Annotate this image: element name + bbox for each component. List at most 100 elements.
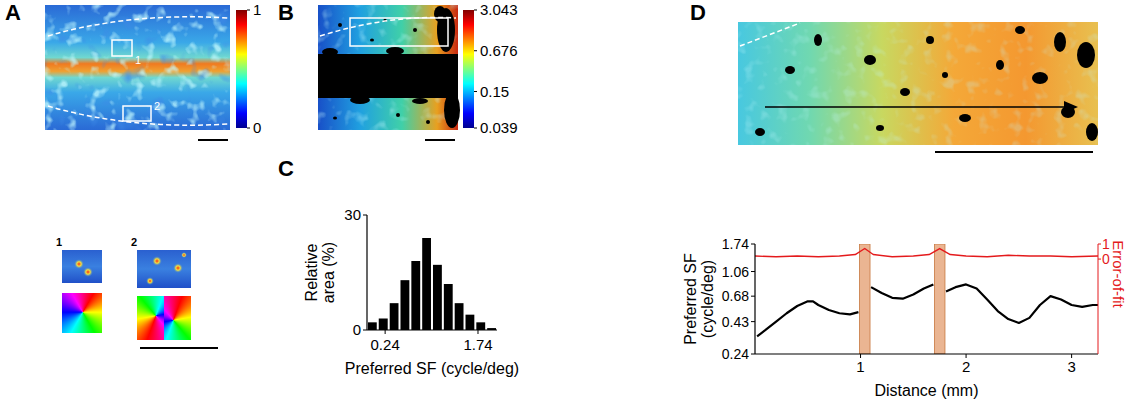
masked-region bbox=[996, 60, 1004, 70]
hist-bar bbox=[368, 322, 377, 330]
inset-hotspot bbox=[181, 252, 187, 258]
bars bbox=[368, 238, 496, 330]
hist-bar bbox=[444, 284, 453, 330]
x-tick-label: 1 bbox=[856, 358, 864, 375]
masked-region bbox=[413, 28, 417, 32]
y-axis-title-line: Preferred SF bbox=[682, 253, 699, 345]
panel-label: C bbox=[278, 156, 294, 181]
sf-line bbox=[757, 284, 1098, 336]
masked-region bbox=[412, 98, 428, 104]
colorbar-tick-label: 1 bbox=[253, 1, 261, 18]
hist-bar bbox=[411, 261, 420, 330]
hist-bar bbox=[422, 238, 431, 330]
colorbar-tick bbox=[474, 50, 477, 51]
scale-bar bbox=[425, 139, 455, 141]
x-tick-label: 3 bbox=[1067, 358, 1075, 375]
x-axis-title: Preferred SF (cycle/deg) bbox=[345, 360, 519, 377]
phase-map bbox=[62, 293, 102, 333]
masked-region bbox=[338, 23, 342, 27]
masked-region bbox=[322, 48, 338, 56]
y-tick bbox=[751, 321, 755, 322]
x-tick bbox=[477, 330, 478, 334]
profile-arrow-head bbox=[1064, 101, 1078, 113]
masked-region bbox=[1086, 123, 1098, 141]
colorbar-tick bbox=[474, 10, 477, 11]
y2-axis-title: Error-of-fit bbox=[1110, 240, 1127, 308]
y-tick bbox=[751, 244, 755, 245]
masked-region bbox=[814, 34, 822, 46]
y-tick-label: 1.06 bbox=[722, 264, 749, 280]
colorbar-tick bbox=[247, 128, 250, 129]
x-tick-label: 2 bbox=[962, 358, 970, 375]
colorbar-tick bbox=[474, 91, 477, 92]
image-texture bbox=[738, 22, 1098, 145]
y-axis bbox=[366, 215, 367, 330]
masked-region bbox=[434, 6, 446, 22]
masked-region bbox=[926, 36, 934, 44]
y-tick bbox=[751, 354, 755, 355]
masked-region bbox=[1077, 42, 1095, 68]
colorbar bbox=[236, 10, 247, 128]
roi-box bbox=[112, 40, 132, 56]
y-axis-title-line: area (%) bbox=[320, 242, 337, 303]
colorbar-tick-label: 3.043 bbox=[480, 1, 518, 18]
inset-hotspot bbox=[146, 277, 154, 285]
highlight-band bbox=[859, 244, 870, 354]
y-tick bbox=[363, 215, 367, 216]
colorbar-tick-label: 0.676 bbox=[480, 42, 518, 59]
highlight-band bbox=[934, 244, 945, 354]
y-tick bbox=[363, 330, 367, 331]
y-tick-label: 0 bbox=[353, 321, 361, 338]
inset-label: 2 bbox=[131, 236, 137, 248]
y-axis-title-line: Relative bbox=[303, 244, 320, 302]
y-tick-label: 30 bbox=[344, 206, 361, 223]
masked-region bbox=[386, 47, 404, 55]
y-tick bbox=[751, 271, 755, 272]
hist-bar bbox=[400, 280, 409, 330]
figure-svg: A120112B0.0390.150.6763.043C0300.241.74P… bbox=[0, 0, 1128, 404]
y-tick-label: 0.68 bbox=[722, 288, 749, 304]
scale-bar bbox=[935, 151, 1093, 153]
masked-region bbox=[900, 88, 910, 96]
boundary-line bbox=[320, 17, 456, 36]
x-tick-label: 1.74 bbox=[463, 336, 492, 353]
masked-region bbox=[785, 66, 795, 74]
heatmap-image bbox=[738, 22, 1098, 145]
boundary-line bbox=[48, 17, 228, 36]
roi-label: 2 bbox=[154, 100, 160, 112]
y2-tick bbox=[1098, 259, 1101, 260]
image-texture bbox=[45, 5, 230, 130]
inset-hotspot bbox=[83, 267, 93, 277]
y2-axis bbox=[1098, 244, 1099, 354]
x-axis bbox=[755, 353, 1098, 354]
masked-region bbox=[755, 128, 765, 136]
scale-bar bbox=[140, 347, 218, 349]
figure: A120112B0.0390.150.6763.043C0300.241.74P… bbox=[0, 0, 1128, 404]
roi-box bbox=[123, 106, 151, 121]
inset-label: 1 bbox=[56, 236, 62, 248]
colorbar-tick-label: 0 bbox=[253, 119, 261, 136]
y2-tick bbox=[1098, 244, 1101, 245]
inset-hotspot bbox=[173, 263, 183, 273]
colorbar-tick-label: 0.039 bbox=[480, 119, 518, 136]
hist-bar bbox=[476, 322, 485, 330]
y-tick-label: 1.74 bbox=[722, 236, 749, 252]
masked-region bbox=[864, 55, 876, 65]
inset-hotspot bbox=[152, 256, 162, 266]
heatmap-image bbox=[45, 5, 230, 130]
error-line bbox=[755, 249, 1098, 257]
boundary-line bbox=[740, 23, 800, 46]
y-axis bbox=[754, 244, 755, 354]
y-tick-label: 0.43 bbox=[722, 314, 749, 330]
masked-region bbox=[1032, 72, 1048, 84]
x-axis-title: Distance (mm) bbox=[874, 382, 978, 399]
masked-region bbox=[350, 96, 370, 104]
roi-box bbox=[350, 18, 448, 46]
roi-label: 1 bbox=[135, 54, 141, 66]
y-axis-title: Preferred SF(cycle/deg) bbox=[682, 253, 716, 345]
masked-region bbox=[396, 113, 400, 117]
heatmap-image bbox=[318, 5, 458, 130]
masked-region bbox=[959, 114, 971, 122]
masked-region bbox=[318, 54, 458, 98]
panel-label: A bbox=[5, 0, 21, 25]
